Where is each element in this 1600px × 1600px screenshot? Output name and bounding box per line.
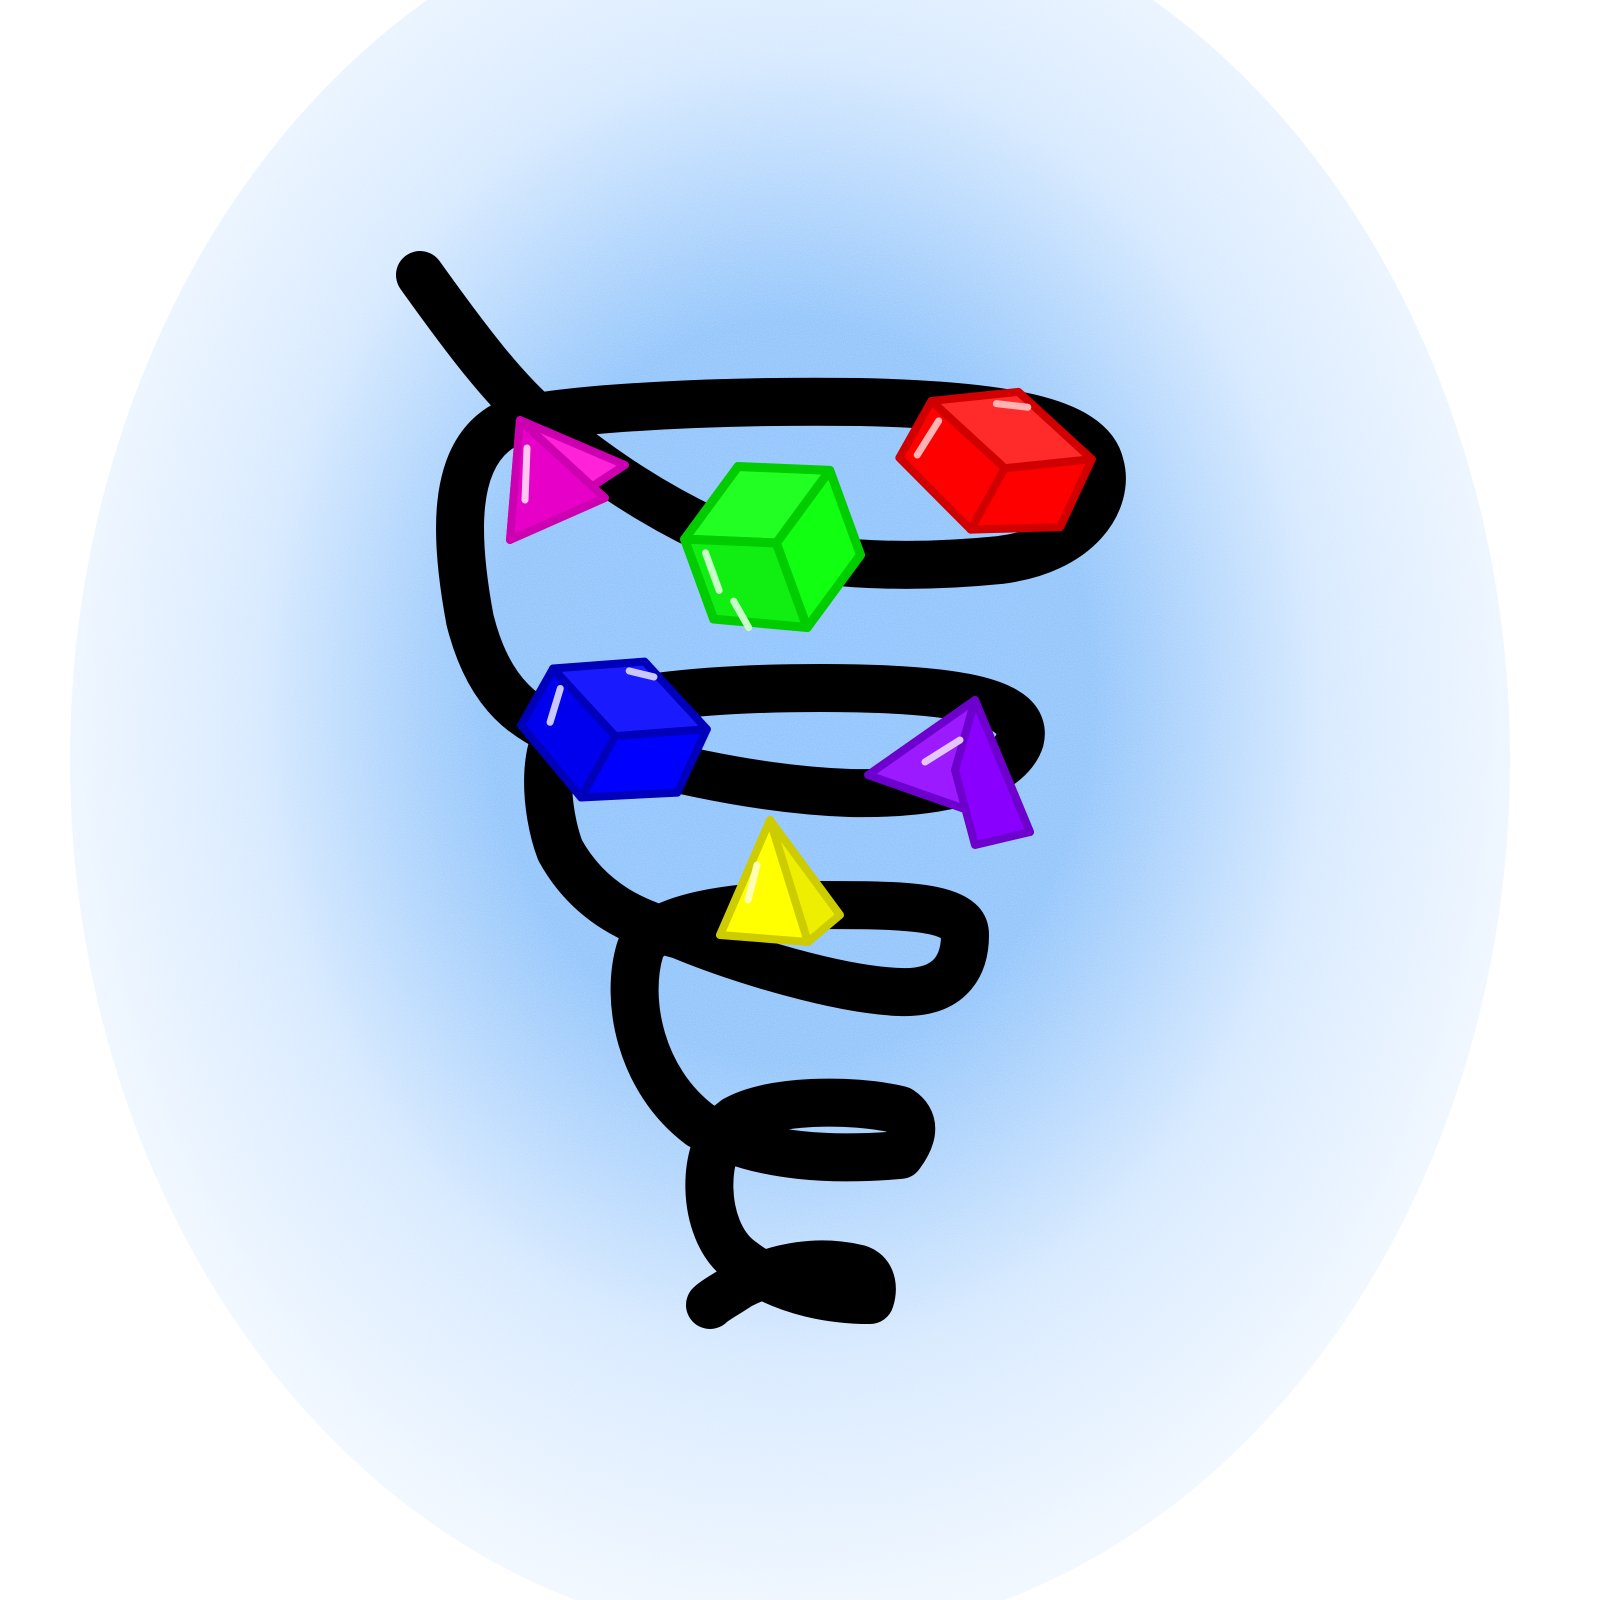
magenta-pyramid-gem — [506, 416, 629, 544]
blue-cube-gem — [517, 657, 711, 802]
yellow-pyramid-gem — [716, 816, 844, 946]
green-cube-gem — [680, 462, 866, 633]
purple-pyramid-gem — [864, 696, 1034, 849]
gems — [506, 387, 1096, 946]
red-cube-gem — [895, 387, 1096, 534]
